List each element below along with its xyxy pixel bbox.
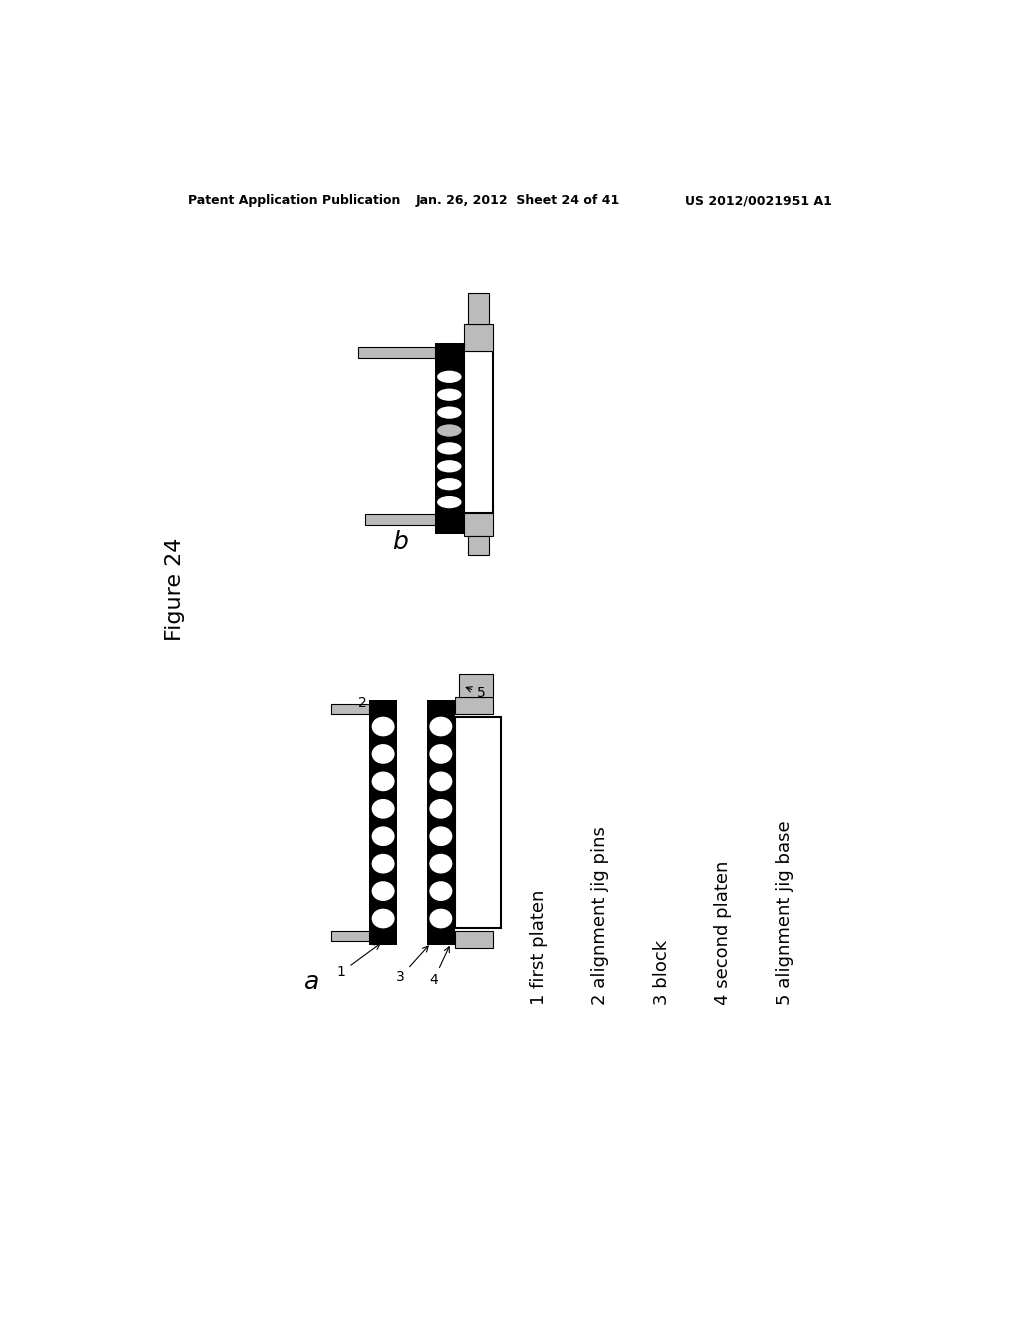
Ellipse shape: [429, 908, 454, 929]
Bar: [427, 929, 455, 945]
Bar: [459, 675, 494, 697]
Bar: [331, 704, 370, 714]
Text: 4 second platen: 4 second platen: [715, 861, 732, 1006]
Text: 5: 5: [466, 686, 485, 701]
Text: 3: 3: [396, 946, 428, 983]
Text: 2: 2: [357, 696, 379, 710]
Ellipse shape: [371, 825, 395, 847]
Ellipse shape: [429, 743, 454, 764]
Text: 2 alignment jig pins: 2 alignment jig pins: [591, 826, 609, 1006]
Text: US 2012/0021951 A1: US 2012/0021951 A1: [685, 194, 831, 207]
Bar: [331, 931, 370, 941]
Bar: [464, 351, 494, 512]
Text: Patent Application Publication: Patent Application Publication: [188, 194, 400, 207]
Ellipse shape: [436, 459, 463, 474]
Bar: [455, 717, 501, 928]
Ellipse shape: [436, 495, 463, 510]
Text: 4: 4: [429, 946, 450, 987]
Ellipse shape: [429, 799, 454, 820]
Ellipse shape: [371, 743, 395, 764]
Ellipse shape: [371, 880, 395, 902]
Bar: [464, 512, 494, 536]
Bar: [370, 701, 397, 715]
Bar: [370, 713, 397, 932]
Ellipse shape: [436, 405, 463, 420]
Bar: [370, 929, 397, 945]
Ellipse shape: [436, 424, 463, 437]
Bar: [435, 343, 464, 367]
Ellipse shape: [429, 771, 454, 792]
Ellipse shape: [429, 880, 454, 902]
Ellipse shape: [436, 441, 463, 455]
Text: 5 alignment jig base: 5 alignment jig base: [776, 821, 794, 1006]
Ellipse shape: [371, 908, 395, 929]
Bar: [435, 367, 464, 512]
Ellipse shape: [429, 715, 454, 737]
Text: 3 block: 3 block: [653, 940, 671, 1006]
Bar: [427, 701, 455, 715]
Text: 1 first platen: 1 first platen: [529, 890, 548, 1006]
Text: 1: 1: [337, 944, 380, 979]
Ellipse shape: [429, 853, 454, 874]
Bar: [435, 511, 464, 535]
Ellipse shape: [371, 853, 395, 874]
Text: a: a: [304, 970, 319, 994]
Bar: [468, 293, 489, 323]
Text: b: b: [392, 529, 409, 554]
Ellipse shape: [371, 771, 395, 792]
Bar: [357, 347, 435, 358]
Text: Jan. 26, 2012  Sheet 24 of 41: Jan. 26, 2012 Sheet 24 of 41: [416, 194, 620, 207]
Bar: [427, 713, 455, 932]
Text: Figure 24: Figure 24: [165, 539, 185, 642]
Bar: [464, 323, 494, 351]
Ellipse shape: [436, 478, 463, 491]
Bar: [455, 931, 494, 948]
Bar: [455, 697, 494, 714]
Bar: [468, 536, 489, 554]
Bar: [366, 515, 435, 525]
Ellipse shape: [429, 825, 454, 847]
Ellipse shape: [371, 799, 395, 820]
Ellipse shape: [436, 370, 463, 384]
Ellipse shape: [371, 715, 395, 737]
Ellipse shape: [436, 388, 463, 401]
